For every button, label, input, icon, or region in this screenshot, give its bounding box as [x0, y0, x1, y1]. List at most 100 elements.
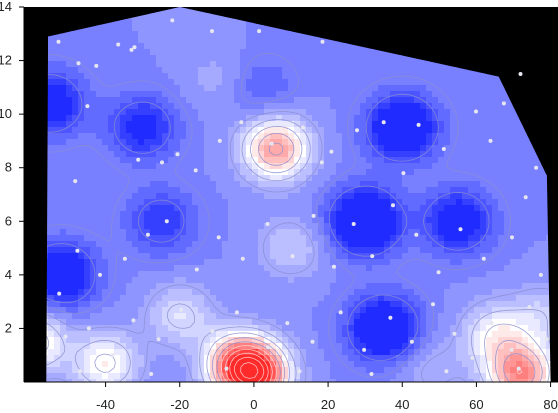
field-cell — [120, 19, 127, 26]
field-cell — [378, 103, 385, 110]
field-cell — [228, 361, 235, 368]
field-cell — [438, 157, 445, 164]
field-cell — [96, 181, 103, 188]
field-cell — [438, 139, 445, 146]
field-cell — [72, 31, 79, 38]
field-cell — [342, 109, 349, 116]
field-cell — [228, 19, 235, 26]
field-cell — [264, 349, 271, 356]
field-cell — [456, 259, 463, 266]
field-cell — [138, 181, 145, 188]
field-cell — [480, 157, 487, 164]
field-cell — [450, 253, 457, 260]
field-cell — [348, 217, 355, 224]
field-cell — [282, 205, 289, 212]
field-cell — [354, 271, 361, 278]
field-cell — [282, 373, 289, 380]
field-cell — [414, 223, 421, 230]
field-cell — [438, 349, 445, 356]
field-cell — [114, 211, 121, 218]
field-cell — [246, 271, 253, 278]
field-cell — [60, 49, 67, 56]
field-cell — [210, 127, 217, 134]
field-cell — [276, 91, 283, 98]
field-cell — [168, 67, 175, 74]
field-cell — [78, 373, 85, 380]
field-cell — [444, 73, 451, 80]
field-cell — [144, 151, 151, 158]
field-cell — [138, 199, 145, 206]
field-cell — [138, 283, 145, 290]
field-cell — [390, 163, 397, 170]
field-cell — [156, 265, 163, 272]
field-cell — [300, 241, 307, 248]
field-cell — [480, 187, 487, 194]
field-cell — [108, 115, 115, 122]
field-cell — [312, 277, 319, 284]
field-cell — [336, 247, 343, 254]
field-cell — [144, 67, 151, 74]
field-cell — [312, 319, 319, 326]
field-cell — [246, 307, 253, 314]
field-cell — [486, 301, 493, 308]
field-cell — [186, 109, 193, 116]
field-cell — [258, 307, 265, 314]
field-cell — [318, 289, 325, 296]
field-cell — [408, 229, 415, 236]
field-cell — [240, 313, 247, 320]
field-cell — [78, 73, 85, 80]
field-cell — [150, 13, 157, 20]
field-cell — [174, 157, 181, 164]
field-cell — [450, 277, 457, 284]
field-cell — [282, 223, 289, 230]
field-cell — [60, 175, 67, 182]
field-cell — [252, 361, 259, 368]
field-cell — [366, 349, 373, 356]
field-cell — [156, 241, 163, 248]
field-cell — [348, 139, 355, 146]
field-cell — [48, 145, 55, 152]
field-cell — [480, 301, 487, 308]
field-cell — [66, 121, 73, 128]
field-cell — [312, 241, 319, 248]
field-cell — [444, 259, 451, 266]
field-cell — [396, 97, 403, 104]
field-cell — [84, 145, 91, 152]
field-cell — [258, 175, 265, 182]
field-cell — [492, 289, 499, 296]
field-cell — [474, 349, 481, 356]
field-cell — [84, 133, 91, 140]
field-cell — [216, 319, 223, 326]
field-cell — [342, 97, 349, 104]
field-cell — [48, 337, 55, 344]
field-cell — [342, 199, 349, 206]
field-cell — [72, 169, 79, 176]
field-cell — [258, 181, 265, 188]
field-cell — [294, 55, 301, 62]
field-cell — [204, 43, 211, 50]
field-cell — [306, 55, 313, 62]
field-cell — [414, 205, 421, 212]
field-cell — [276, 127, 283, 134]
field-cell — [276, 253, 283, 260]
field-cell — [282, 361, 289, 368]
field-cell — [234, 307, 241, 314]
field-cell — [450, 355, 457, 362]
field-cell — [186, 331, 193, 338]
field-cell — [78, 49, 85, 56]
field-cell — [138, 319, 145, 326]
field-cell — [312, 133, 319, 140]
field-cell — [432, 265, 439, 272]
field-cell — [174, 61, 181, 68]
field-cell — [180, 199, 187, 206]
field-cell — [210, 283, 217, 290]
field-cell — [60, 367, 67, 374]
field-cell — [300, 199, 307, 206]
field-cell — [162, 301, 169, 308]
field-cell — [438, 163, 445, 170]
field-cell — [288, 343, 295, 350]
field-cell — [480, 313, 487, 320]
field-cell — [240, 25, 247, 32]
field-cell — [120, 337, 127, 344]
